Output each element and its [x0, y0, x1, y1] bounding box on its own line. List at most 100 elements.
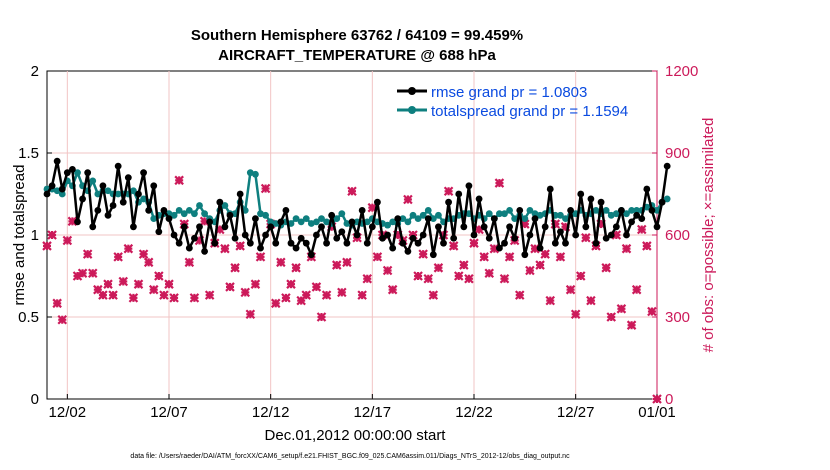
totalspread-point [191, 210, 198, 218]
totalspread-point [130, 187, 137, 195]
rmse-point [551, 239, 559, 247]
rmse-point [211, 239, 219, 247]
obs-marker [357, 290, 367, 300]
rmse-point [506, 223, 513, 231]
rmse-point [297, 234, 305, 242]
obs-marker [601, 263, 611, 273]
x-tick-label: 01/01 [638, 404, 676, 421]
obs-marker [652, 394, 662, 404]
obs-marker [494, 178, 505, 188]
x-tick-label: 12/02 [49, 404, 87, 421]
rmse-point [262, 231, 269, 239]
rmse-point [633, 211, 641, 219]
obs-marker [499, 273, 510, 284]
rmse-point [490, 215, 498, 223]
totalspread-point [114, 190, 122, 198]
obs-marker [225, 282, 235, 292]
totalspread-point [363, 218, 371, 226]
obs-marker [479, 252, 489, 262]
rmse-point [592, 239, 600, 247]
rmse-point [419, 231, 427, 239]
obs-marker [347, 186, 357, 197]
obs-marker [286, 279, 296, 289]
rmse-point [267, 223, 275, 231]
rmse-point [363, 239, 371, 247]
rmse-point [53, 157, 61, 165]
x-tick-label: 12/12 [252, 404, 290, 421]
obs-marker [311, 282, 322, 292]
obs-marker [448, 241, 459, 251]
totalspread-point [521, 215, 529, 223]
rmse-point [582, 223, 590, 231]
rmse-point [155, 228, 163, 236]
obs-marker [382, 265, 393, 276]
rmse-point [185, 244, 193, 252]
rmse-point [475, 195, 483, 203]
totalspread-point [221, 202, 229, 209]
rmse-point [338, 228, 346, 236]
obs-marker [138, 249, 149, 259]
obs-marker [276, 257, 286, 268]
rmse-point [328, 211, 336, 219]
rmse-point [63, 169, 71, 177]
rmse-point [140, 169, 147, 177]
totalspread-point [185, 207, 193, 214]
rmse-point [572, 231, 580, 239]
rmse-point [653, 223, 661, 231]
rmse-point [307, 251, 315, 259]
rmse-point [114, 162, 122, 170]
rmse-point [607, 231, 615, 239]
obs-marker [469, 238, 479, 248]
obs-marker [570, 309, 581, 320]
rmse-point [99, 182, 107, 190]
obs-marker [77, 268, 88, 279]
obs-marker [184, 257, 195, 268]
obs-marker [453, 271, 464, 281]
obs-marker [636, 224, 647, 235]
rmse-point [399, 239, 407, 247]
obs-marker [443, 186, 454, 197]
obs-marker [230, 263, 240, 273]
obs-marker [164, 279, 174, 289]
obs-marker [464, 273, 474, 284]
rmse-point [302, 239, 310, 247]
totalspread-point [175, 207, 183, 214]
bottom-axis: 12/02 12/07 12/12 12/17 12/22 12/27 01/01 [49, 394, 676, 421]
rmse-point [216, 198, 224, 206]
rmse-point [333, 234, 341, 242]
totalspread-point [526, 207, 534, 214]
rmse-point [465, 182, 473, 190]
totalspread-point [94, 190, 102, 198]
obs-marker [423, 273, 434, 284]
obs-marker [133, 279, 144, 289]
y2-axis-label: # of obs: o=possible; ×=assimilated [700, 118, 717, 353]
totalspread-point [384, 221, 391, 229]
totalspread-point [318, 215, 325, 223]
obs-marker [245, 309, 256, 320]
y2-tick-label: 900 [665, 145, 690, 162]
rmse-point [414, 239, 422, 247]
rmse-point [404, 248, 412, 255]
rmse-point [135, 190, 142, 198]
rmse-point [521, 251, 529, 259]
rmse-point [541, 223, 549, 231]
rmse-point [94, 207, 102, 214]
totalspread-point [262, 211, 269, 219]
obs-marker [647, 306, 657, 317]
rmse-point [409, 234, 417, 242]
totalspread-point [201, 210, 208, 218]
totalspread-point [333, 215, 341, 223]
totalspread-point [404, 218, 412, 226]
legend-spread-label: totalspread grand pr = 1.1594 [431, 103, 628, 120]
obs-marker [316, 312, 327, 322]
rmse-point [160, 207, 168, 214]
rmse-point [384, 231, 391, 239]
totalspread-point [58, 190, 66, 198]
obs-marker [123, 243, 134, 254]
totalspread-point [170, 211, 178, 219]
legend-rmse-marker [408, 87, 416, 95]
totalspread-point [104, 187, 112, 195]
rmse-point [658, 198, 666, 206]
rmse-point [277, 218, 285, 226]
